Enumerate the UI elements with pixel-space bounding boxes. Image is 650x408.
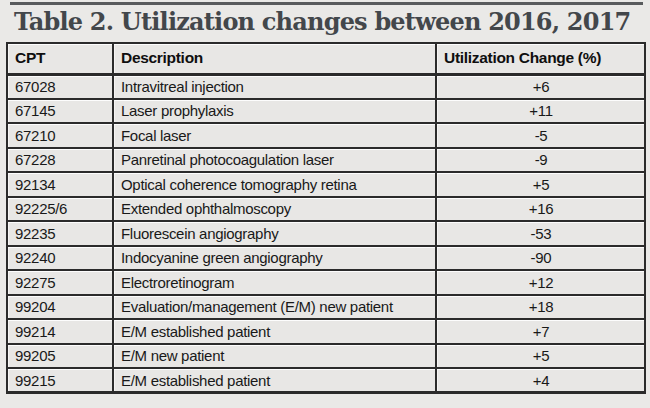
cell-description: Fluorescein angiography <box>113 221 436 246</box>
cell-cpt: 67228 <box>7 148 113 173</box>
cell-utilization-change: +5 <box>436 172 645 197</box>
cell-utilization-change: +11 <box>436 99 645 124</box>
cell-description: Intravitreal injection <box>113 74 436 99</box>
top-divider-rule <box>10 2 643 5</box>
table-body: 67028 Intravitreal injection +6 67145 La… <box>7 74 645 393</box>
table-row: 99215 E/M established patient +4 <box>7 368 645 393</box>
cell-cpt: 92275 <box>7 270 113 295</box>
cell-cpt: 99204 <box>7 295 113 320</box>
table-header-row: CPT Description Utilization Change (%) <box>7 43 645 74</box>
cell-utilization-change: +18 <box>436 295 645 320</box>
cell-utilization-change: +12 <box>436 270 645 295</box>
table-row: 99214 E/M established patient +7 <box>7 319 645 344</box>
table-row: 67145 Laser prophylaxis +11 <box>7 99 645 124</box>
cell-description: Optical coherence tomography retina <box>113 172 436 197</box>
cell-cpt: 99205 <box>7 344 113 369</box>
cell-utilization-change: +6 <box>436 74 645 99</box>
page-title: Table 2. Utilization changes between 201… <box>14 7 642 37</box>
cell-utilization-change: -9 <box>436 148 645 173</box>
cell-description: Focal laser <box>113 123 436 148</box>
cell-cpt: 67028 <box>7 74 113 99</box>
table-row: 92235 Fluorescein angiography -53 <box>7 221 645 246</box>
table-row: 92225/6 Extended ophthalmoscopy +16 <box>7 197 645 222</box>
cell-cpt: 67145 <box>7 99 113 124</box>
cell-cpt: 92225/6 <box>7 197 113 222</box>
cell-description: Electroretinogram <box>113 270 436 295</box>
cell-utilization-change: +4 <box>436 368 645 393</box>
cell-cpt: 92134 <box>7 172 113 197</box>
cell-cpt: 99214 <box>7 319 113 344</box>
cell-description: E/M new patient <box>113 344 436 369</box>
cell-cpt: 99215 <box>7 368 113 393</box>
table-row: 99205 E/M new patient +5 <box>7 344 645 369</box>
table-row: 92275 Electroretinogram +12 <box>7 270 645 295</box>
utilization-table: CPT Description Utilization Change (%) 6… <box>6 42 646 394</box>
table-row: 67228 Panretinal photocoagulation laser … <box>7 148 645 173</box>
cell-description: Extended ophthalmoscopy <box>113 197 436 222</box>
cell-cpt: 67210 <box>7 123 113 148</box>
cell-utilization-change: +7 <box>436 319 645 344</box>
cell-description: E/M established patient <box>113 368 436 393</box>
cell-description: Panretinal photocoagulation laser <box>113 148 436 173</box>
cell-cpt: 92235 <box>7 221 113 246</box>
cell-cpt: 92240 <box>7 246 113 271</box>
table-row: 92134 Optical coherence tomography retin… <box>7 172 645 197</box>
cell-utilization-change: +5 <box>436 344 645 369</box>
column-header-cpt: CPT <box>7 43 113 74</box>
cell-utilization-change: -90 <box>436 246 645 271</box>
cell-description: E/M established patient <box>113 319 436 344</box>
table-row: 99204 Evaluation/management (E/M) new pa… <box>7 295 645 320</box>
utilization-table-container: CPT Description Utilization Change (%) 6… <box>6 42 644 394</box>
cell-utilization-change: +16 <box>436 197 645 222</box>
cell-utilization-change: -5 <box>436 123 645 148</box>
table-row: 67210 Focal laser -5 <box>7 123 645 148</box>
column-header-description: Description <box>113 43 436 74</box>
table-row: 67028 Intravitreal injection +6 <box>7 74 645 99</box>
cell-description: Indocyanine green angiography <box>113 246 436 271</box>
cell-description: Laser prophylaxis <box>113 99 436 124</box>
table-row: 92240 Indocyanine green angiography -90 <box>7 246 645 271</box>
cell-description: Evaluation/management (E/M) new patient <box>113 295 436 320</box>
column-header-utilization-change: Utilization Change (%) <box>436 43 645 74</box>
cell-utilization-change: -53 <box>436 221 645 246</box>
